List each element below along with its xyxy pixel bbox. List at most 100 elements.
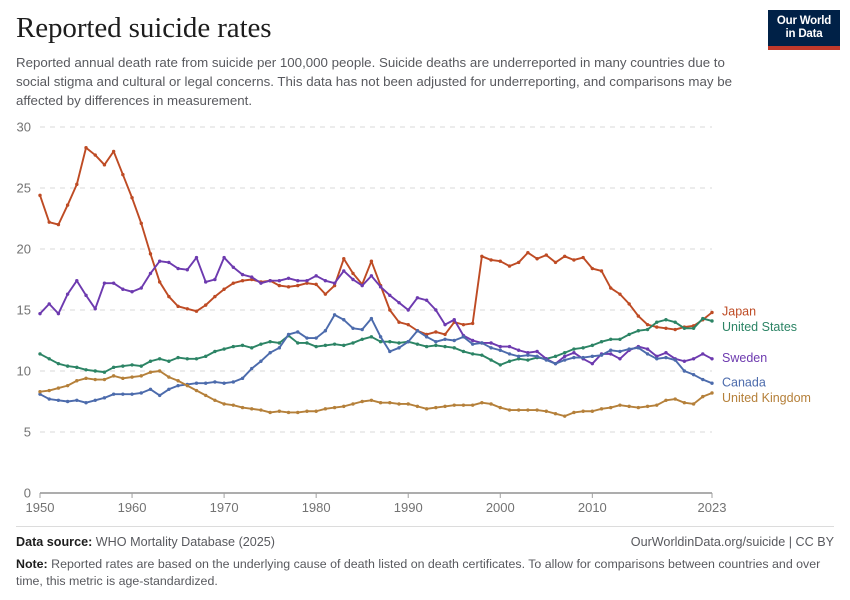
data-point[interactable] <box>194 309 199 313</box>
data-point[interactable] <box>563 254 567 259</box>
data-point[interactable] <box>618 403 622 407</box>
data-point[interactable] <box>47 220 51 224</box>
data-point[interactable] <box>636 329 641 333</box>
data-point[interactable] <box>323 292 328 296</box>
data-point[interactable] <box>507 344 512 349</box>
data-point[interactable] <box>204 393 208 398</box>
data-point[interactable] <box>148 271 153 276</box>
data-point[interactable] <box>213 398 217 402</box>
data-point[interactable] <box>507 408 512 412</box>
data-point[interactable] <box>351 341 355 345</box>
data-point[interactable] <box>553 412 558 416</box>
data-point[interactable] <box>627 404 631 409</box>
data-point[interactable] <box>452 346 456 350</box>
data-point[interactable] <box>157 369 162 373</box>
data-point[interactable] <box>121 172 125 177</box>
data-point[interactable] <box>139 364 143 368</box>
data-point[interactable] <box>369 259 374 263</box>
data-point[interactable] <box>121 287 125 291</box>
data-point[interactable] <box>682 401 687 405</box>
data-point[interactable] <box>332 281 337 285</box>
data-point[interactable] <box>250 346 254 350</box>
data-point[interactable] <box>636 314 641 318</box>
data-point[interactable] <box>314 336 318 340</box>
data-point[interactable] <box>231 281 236 285</box>
data-point[interactable] <box>84 293 88 298</box>
data-point[interactable] <box>618 337 622 341</box>
data-point[interactable] <box>65 383 70 388</box>
data-point[interactable] <box>618 292 622 296</box>
data-point[interactable] <box>563 354 567 359</box>
data-point[interactable] <box>75 379 79 383</box>
data-point[interactable] <box>470 352 475 356</box>
data-point[interactable] <box>406 308 410 312</box>
data-point[interactable] <box>130 290 134 294</box>
data-point[interactable] <box>572 347 576 351</box>
data-point[interactable] <box>259 281 263 285</box>
data-point[interactable] <box>535 349 539 354</box>
data-point[interactable] <box>378 340 383 344</box>
data-point[interactable] <box>75 398 79 402</box>
data-point[interactable] <box>682 359 687 363</box>
data-point[interactable] <box>65 399 70 404</box>
data-point[interactable] <box>342 343 346 348</box>
data-point[interactable] <box>388 308 392 312</box>
data-point[interactable] <box>664 355 668 360</box>
data-point[interactable] <box>710 381 714 385</box>
data-point[interactable] <box>498 344 502 349</box>
data-point[interactable] <box>323 279 328 283</box>
owid-logo[interactable]: Our World in Data <box>768 10 840 50</box>
data-point[interactable] <box>157 259 162 263</box>
data-point[interactable] <box>111 365 116 370</box>
data-point[interactable] <box>75 279 79 283</box>
data-point[interactable] <box>609 352 613 356</box>
data-point[interactable] <box>452 318 456 322</box>
data-point[interactable] <box>139 221 143 226</box>
data-point[interactable] <box>286 285 291 289</box>
data-point[interactable] <box>489 402 493 406</box>
data-point[interactable] <box>56 386 61 390</box>
data-point[interactable] <box>664 318 668 322</box>
data-point[interactable] <box>102 163 107 167</box>
data-point[interactable] <box>360 283 364 288</box>
data-point[interactable] <box>296 330 300 334</box>
data-point[interactable] <box>470 403 475 407</box>
data-point[interactable] <box>194 388 199 393</box>
data-point[interactable] <box>332 405 337 410</box>
data-point[interactable] <box>434 340 438 344</box>
data-point[interactable] <box>452 338 456 343</box>
data-point[interactable] <box>286 410 291 415</box>
data-point[interactable] <box>277 409 282 413</box>
data-point[interactable] <box>286 332 291 337</box>
data-point[interactable] <box>443 344 447 349</box>
data-point[interactable] <box>682 326 687 330</box>
data-point[interactable] <box>388 349 392 354</box>
data-point[interactable] <box>636 346 641 350</box>
data-point[interactable] <box>691 402 696 406</box>
data-point[interactable] <box>342 269 346 273</box>
data-point[interactable] <box>38 193 42 198</box>
data-point[interactable] <box>609 405 613 410</box>
data-point[interactable] <box>121 376 125 381</box>
data-point[interactable] <box>627 332 631 337</box>
data-point[interactable] <box>710 357 714 361</box>
data-point[interactable] <box>507 359 512 363</box>
data-point[interactable] <box>388 401 392 405</box>
data-point[interactable] <box>480 254 484 259</box>
data-point[interactable] <box>111 392 116 396</box>
data-point[interactable] <box>84 376 88 381</box>
data-point[interactable] <box>378 401 383 405</box>
data-point[interactable] <box>581 255 585 260</box>
data-point[interactable] <box>148 359 153 363</box>
data-point[interactable] <box>470 338 475 343</box>
data-point[interactable] <box>599 353 604 357</box>
data-point[interactable] <box>213 349 217 354</box>
data-point[interactable] <box>599 407 604 411</box>
data-point[interactable] <box>277 283 282 288</box>
line-chart[interactable]: 0 5 10 15 20 25 30 1950 1960 1970 1980 1990 2000 2010… <box>0 112 850 513</box>
data-point[interactable] <box>231 265 236 269</box>
data-point[interactable] <box>701 377 705 382</box>
data-point[interactable] <box>360 327 364 332</box>
data-point[interactable] <box>406 322 410 327</box>
data-point[interactable] <box>38 392 42 396</box>
